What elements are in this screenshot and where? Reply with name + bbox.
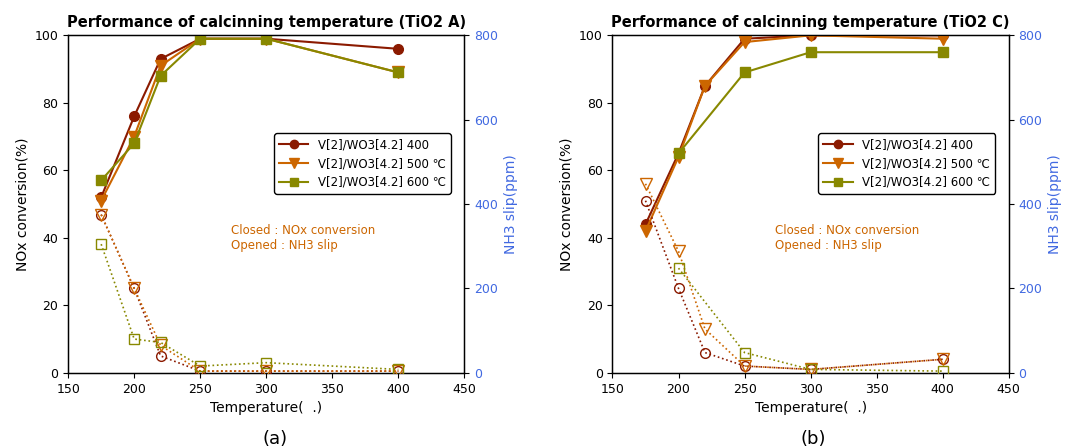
X-axis label: Temperature(  .): Temperature( .) <box>755 401 867 415</box>
Title: Performance of calcinning temperature (TiO2 C): Performance of calcinning temperature (T… <box>612 15 1010 30</box>
Text: (a): (a) <box>262 430 288 448</box>
Text: Closed : NOx conversion
Opened : NH3 slip: Closed : NOx conversion Opened : NH3 sli… <box>775 224 919 252</box>
Y-axis label: NH3 slip(ppm): NH3 slip(ppm) <box>504 154 518 254</box>
Text: Closed : NOx conversion
Opened : NH3 slip: Closed : NOx conversion Opened : NH3 sli… <box>230 224 375 252</box>
Y-axis label: NOx conversion(%): NOx conversion(%) <box>15 138 29 271</box>
Legend: V[2]/WO3[4.2] 400, V[2]/WO3[4.2] 500 ℃, V[2]/WO3[4.2] 600 ℃: V[2]/WO3[4.2] 400, V[2]/WO3[4.2] 500 ℃, … <box>819 134 995 194</box>
Y-axis label: NH3 slip(ppm): NH3 slip(ppm) <box>1048 154 1062 254</box>
Text: (b): (b) <box>800 430 826 448</box>
Title: Performance of calcinning temperature (TiO2 A): Performance of calcinning temperature (T… <box>67 15 466 30</box>
Y-axis label: NOx conversion(%): NOx conversion(%) <box>559 138 573 271</box>
Legend: V[2]/WO3[4.2] 400, V[2]/WO3[4.2] 500 ℃, V[2]/WO3[4.2] 600 ℃: V[2]/WO3[4.2] 400, V[2]/WO3[4.2] 500 ℃, … <box>275 134 450 194</box>
X-axis label: Temperature(  .): Temperature( .) <box>210 401 322 415</box>
